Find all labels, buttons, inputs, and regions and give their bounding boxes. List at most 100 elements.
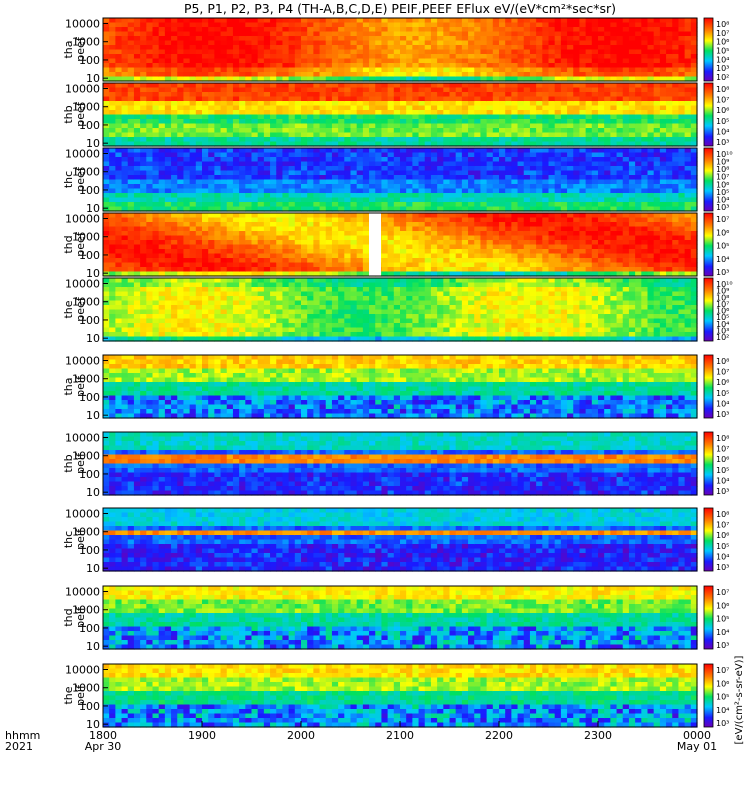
spectrogram-cell bbox=[666, 132, 673, 138]
spectrogram-cell bbox=[480, 123, 488, 129]
spectrogram-cell bbox=[591, 54, 599, 60]
spectrogram-cell bbox=[115, 128, 123, 134]
spectrogram-cell bbox=[133, 226, 141, 232]
spectrogram-cell bbox=[301, 22, 308, 28]
spectrogram-cell bbox=[133, 63, 141, 69]
spectrogram-cell bbox=[121, 202, 129, 208]
spectrogram-cell bbox=[270, 128, 277, 134]
spectrogram-cell bbox=[499, 137, 506, 143]
spectrogram-cell bbox=[245, 54, 253, 60]
spectrogram-cell bbox=[418, 231, 426, 237]
spectrogram-cell bbox=[251, 27, 259, 33]
spectrogram-cell bbox=[511, 123, 519, 129]
y-tick-label: 10000 bbox=[65, 147, 100, 160]
spectrogram-cell bbox=[189, 202, 197, 208]
spectrogram-cell bbox=[195, 83, 203, 89]
spectrogram-cell bbox=[189, 36, 197, 42]
spectrogram-cell bbox=[443, 240, 451, 246]
spectrogram-cell bbox=[109, 175, 116, 181]
spectrogram-cell bbox=[214, 170, 222, 176]
spectrogram-cell bbox=[288, 148, 296, 154]
spectrogram-cell bbox=[338, 262, 345, 268]
spectrogram-cell bbox=[418, 40, 426, 46]
spectrogram-cell bbox=[307, 123, 314, 129]
spectrogram-cell bbox=[121, 83, 129, 89]
spectrogram-cell bbox=[319, 40, 327, 46]
spectrogram-cell bbox=[598, 119, 605, 125]
spectrogram-cell bbox=[133, 179, 141, 185]
spectrogram-cell bbox=[418, 101, 426, 107]
spectrogram-cell bbox=[461, 235, 469, 241]
spectrogram-cell bbox=[127, 179, 135, 185]
spectrogram-cell bbox=[226, 40, 234, 46]
spectrogram-cell bbox=[282, 222, 290, 228]
spectrogram-cell bbox=[171, 188, 178, 194]
spectrogram-cell bbox=[282, 132, 290, 138]
spectrogram-cell bbox=[529, 83, 537, 89]
spectrogram-cell bbox=[319, 110, 327, 116]
spectrogram-cell bbox=[189, 240, 197, 246]
spectrogram-cell bbox=[220, 31, 228, 37]
spectrogram-cell bbox=[554, 101, 562, 107]
spectrogram-cell bbox=[103, 217, 110, 223]
spectrogram-cell bbox=[406, 27, 413, 33]
spectrogram-cell bbox=[468, 96, 475, 102]
spectrogram-cell bbox=[251, 244, 259, 250]
spectrogram-cell bbox=[220, 231, 228, 237]
spectrogram-cell bbox=[424, 175, 432, 181]
spectrogram-cell bbox=[418, 45, 426, 51]
spectrogram-cell bbox=[653, 184, 661, 190]
spectrogram-cell bbox=[282, 193, 290, 199]
spectrogram-cell bbox=[301, 110, 308, 116]
spectrogram-cell bbox=[659, 49, 667, 55]
spectrogram-cell bbox=[461, 188, 469, 194]
spectrogram-cell bbox=[622, 72, 630, 78]
spectrogram-cell bbox=[616, 197, 624, 203]
spectrogram-cell bbox=[319, 63, 327, 69]
spectrogram-cell bbox=[369, 31, 376, 37]
spectrogram-cell bbox=[313, 166, 321, 172]
spectrogram-cell bbox=[480, 96, 488, 102]
spectrogram-cell bbox=[171, 217, 178, 223]
spectrogram-cell bbox=[350, 197, 358, 203]
spectrogram-cell bbox=[232, 96, 240, 102]
spectrogram-cell bbox=[424, 217, 432, 223]
spectrogram-cell bbox=[208, 31, 215, 37]
spectrogram-cell bbox=[647, 114, 655, 120]
spectrogram-cell bbox=[449, 148, 457, 154]
spectrogram-cell bbox=[449, 217, 457, 223]
spectrogram-cell bbox=[152, 170, 160, 176]
spectrogram-cell bbox=[177, 18, 185, 24]
spectrogram-cell bbox=[585, 184, 593, 190]
spectrogram-cell bbox=[492, 161, 500, 167]
spectrogram-cell bbox=[251, 258, 259, 264]
spectrogram-cell bbox=[263, 222, 271, 228]
spectrogram-cell bbox=[350, 244, 358, 250]
spectrogram-cell bbox=[579, 188, 587, 194]
spectrogram-cell bbox=[418, 58, 426, 64]
spectrogram-cell bbox=[659, 76, 667, 82]
spectrogram-cell bbox=[301, 253, 308, 259]
spectrogram-cell bbox=[146, 92, 154, 98]
spectrogram-cell bbox=[350, 40, 358, 46]
spectrogram-cell bbox=[381, 166, 389, 172]
spectrogram-cell bbox=[208, 267, 215, 273]
spectrogram-cell bbox=[140, 170, 147, 176]
spectrogram-cell bbox=[208, 170, 215, 176]
spectrogram-cell bbox=[375, 188, 383, 194]
spectrogram-cell bbox=[554, 157, 562, 163]
spectrogram-cell bbox=[301, 213, 308, 219]
spectrogram-cell bbox=[455, 253, 463, 259]
spectrogram-cell bbox=[536, 119, 543, 125]
spectrogram-cell bbox=[152, 105, 160, 111]
spectrogram-cell bbox=[109, 114, 116, 120]
spectrogram-cell bbox=[301, 76, 308, 82]
spectrogram-cell bbox=[133, 132, 141, 138]
spectrogram-cell bbox=[424, 188, 432, 194]
spectrogram-cell bbox=[301, 67, 308, 73]
spectrogram-cell bbox=[461, 271, 469, 277]
spectrogram-cell bbox=[579, 27, 587, 33]
spectrogram-cell bbox=[381, 175, 389, 181]
spectrogram-cell bbox=[362, 188, 370, 194]
spectrogram-cell bbox=[177, 63, 185, 69]
